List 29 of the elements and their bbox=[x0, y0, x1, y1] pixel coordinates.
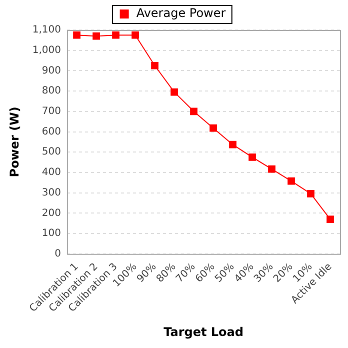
y-tick-label: 800 bbox=[42, 86, 62, 97]
x-axis-title: Target Load bbox=[164, 324, 244, 339]
y-tick-label: 0 bbox=[54, 248, 62, 260]
y-tick-label: 600 bbox=[42, 126, 62, 138]
y-tick-label: 500 bbox=[42, 146, 62, 158]
point bbox=[288, 177, 295, 185]
point bbox=[190, 108, 198, 116]
y-tick-label: 400 bbox=[42, 167, 62, 178]
y-tick-label: 300 bbox=[42, 187, 62, 198]
point bbox=[132, 31, 139, 39]
legend-label: Average Power bbox=[136, 6, 226, 20]
point bbox=[112, 31, 120, 39]
y-tick-label: 900 bbox=[42, 65, 62, 76]
point bbox=[229, 140, 236, 148]
point bbox=[248, 154, 256, 161]
point bbox=[268, 165, 276, 173]
y-tick-label: 1,100 bbox=[32, 24, 62, 36]
point bbox=[326, 216, 334, 223]
y-tick-label: 700 bbox=[42, 106, 62, 118]
point bbox=[170, 88, 178, 96]
point bbox=[307, 190, 314, 198]
y-tick-label: 1,000 bbox=[32, 44, 62, 56]
point bbox=[73, 31, 80, 39]
y-axis-title: Power (W) bbox=[7, 106, 22, 178]
point bbox=[92, 32, 100, 40]
point bbox=[151, 62, 158, 70]
point bbox=[210, 124, 217, 132]
y-tick-label: 200 bbox=[42, 208, 62, 219]
y-tick-label: 100 bbox=[42, 228, 62, 240]
